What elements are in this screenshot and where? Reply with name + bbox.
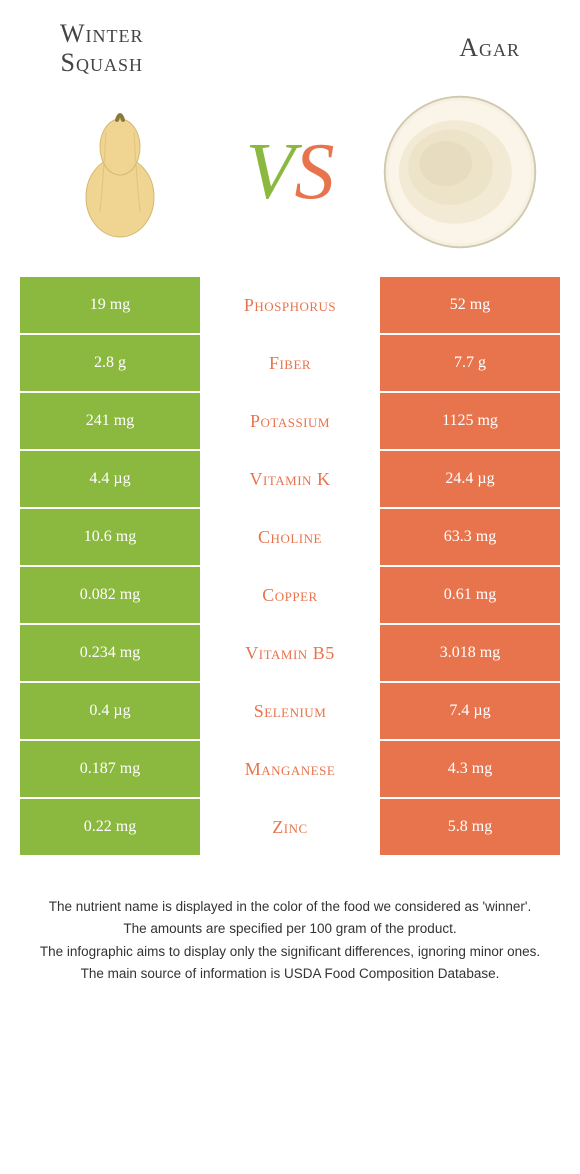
left-food-image bbox=[40, 92, 200, 252]
right-value: 0.61 mg bbox=[380, 567, 560, 623]
right-value: 7.7 g bbox=[380, 335, 560, 391]
nutrient-name: Choline bbox=[200, 509, 380, 565]
left-food-title: Winter Squash bbox=[60, 20, 144, 77]
footer-line: The nutrient name is displayed in the co… bbox=[30, 897, 550, 917]
right-value: 3.018 mg bbox=[380, 625, 560, 681]
left-value: 0.234 mg bbox=[20, 625, 200, 681]
nutrient-name: Copper bbox=[200, 567, 380, 623]
right-value: 4.3 mg bbox=[380, 741, 560, 797]
nutrient-name: Phosphorus bbox=[200, 277, 380, 333]
right-value: 63.3 mg bbox=[380, 509, 560, 565]
footer-notes: The nutrient name is displayed in the co… bbox=[0, 857, 580, 984]
vs-label: VS bbox=[246, 127, 335, 218]
table-row: 0.082 mgCopper0.61 mg bbox=[20, 567, 560, 623]
left-value: 0.22 mg bbox=[20, 799, 200, 855]
nutrient-name: Manganese bbox=[200, 741, 380, 797]
footer-line: The amounts are specified per 100 gram o… bbox=[30, 919, 550, 939]
left-value: 2.8 g bbox=[20, 335, 200, 391]
left-value: 4.4 µg bbox=[20, 451, 200, 507]
nutrient-name: Fiber bbox=[200, 335, 380, 391]
table-row: 10.6 mgCholine63.3 mg bbox=[20, 509, 560, 565]
right-value: 52 mg bbox=[380, 277, 560, 333]
table-row: 2.8 gFiber7.7 g bbox=[20, 335, 560, 391]
nutrient-name: Vitamin K bbox=[200, 451, 380, 507]
nutrient-name: Zinc bbox=[200, 799, 380, 855]
left-value: 19 mg bbox=[20, 277, 200, 333]
table-row: 19 mgPhosphorus52 mg bbox=[20, 277, 560, 333]
table-row: 4.4 µgVitamin K24.4 µg bbox=[20, 451, 560, 507]
right-value: 24.4 µg bbox=[380, 451, 560, 507]
table-row: 241 mgPotassium1125 mg bbox=[20, 393, 560, 449]
right-value: 1125 mg bbox=[380, 393, 560, 449]
nutrient-table: 19 mgPhosphorus52 mg2.8 gFiber7.7 g241 m… bbox=[20, 277, 560, 855]
title-line: Squash bbox=[61, 48, 143, 77]
right-value: 7.4 µg bbox=[380, 683, 560, 739]
footer-line: The main source of information is USDA F… bbox=[30, 964, 550, 984]
right-value: 5.8 mg bbox=[380, 799, 560, 855]
nutrient-name: Selenium bbox=[200, 683, 380, 739]
left-value: 0.4 µg bbox=[20, 683, 200, 739]
title-line: Winter bbox=[60, 19, 144, 48]
table-row: 0.4 µgSelenium7.4 µg bbox=[20, 683, 560, 739]
table-row: 0.187 mgManganese4.3 mg bbox=[20, 741, 560, 797]
vs-v: V bbox=[246, 127, 295, 218]
vs-s: S bbox=[294, 127, 334, 218]
table-row: 0.234 mgVitamin B53.018 mg bbox=[20, 625, 560, 681]
left-value: 241 mg bbox=[20, 393, 200, 449]
right-food-title: Agar bbox=[459, 34, 520, 63]
left-value: 10.6 mg bbox=[20, 509, 200, 565]
table-row: 0.22 mgZinc5.8 mg bbox=[20, 799, 560, 855]
right-food-image bbox=[380, 92, 540, 252]
nutrient-name: Potassium bbox=[200, 393, 380, 449]
left-value: 0.082 mg bbox=[20, 567, 200, 623]
title-line: Agar bbox=[459, 33, 520, 62]
left-value: 0.187 mg bbox=[20, 741, 200, 797]
footer-line: The infographic aims to display only the… bbox=[30, 942, 550, 962]
nutrient-name: Vitamin B5 bbox=[200, 625, 380, 681]
